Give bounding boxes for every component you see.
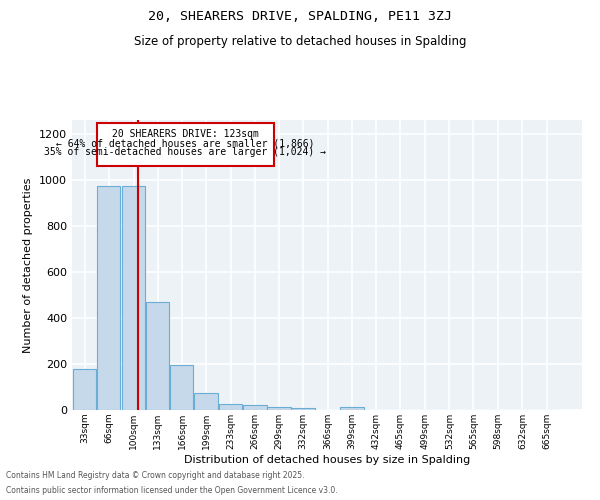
Text: ← 64% of detached houses are smaller (1,866): ← 64% of detached houses are smaller (1,… [56, 138, 314, 148]
Bar [146, 302, 169, 410]
Bar [122, 186, 145, 410]
X-axis label: Distribution of detached houses by size in Spalding: Distribution of detached houses by size … [184, 454, 470, 464]
Bar [340, 407, 364, 410]
Text: 20 SHEARERS DRIVE: 123sqm: 20 SHEARERS DRIVE: 123sqm [112, 129, 259, 139]
Bar [73, 368, 96, 410]
Text: Size of property relative to detached houses in Spalding: Size of property relative to detached ho… [134, 35, 466, 48]
Text: 35% of semi-detached houses are larger (1,024) →: 35% of semi-detached houses are larger (… [44, 147, 326, 157]
Bar [267, 406, 290, 410]
Bar [97, 186, 121, 410]
Y-axis label: Number of detached properties: Number of detached properties [23, 178, 34, 352]
Bar [243, 406, 266, 410]
Bar [194, 392, 218, 410]
Bar [170, 365, 193, 410]
Bar [219, 404, 242, 410]
Bar [291, 408, 315, 410]
FancyBboxPatch shape [97, 123, 274, 166]
Text: 20, SHEARERS DRIVE, SPALDING, PE11 3ZJ: 20, SHEARERS DRIVE, SPALDING, PE11 3ZJ [148, 10, 452, 23]
Text: Contains public sector information licensed under the Open Government Licence v3: Contains public sector information licen… [6, 486, 338, 495]
Text: Contains HM Land Registry data © Crown copyright and database right 2025.: Contains HM Land Registry data © Crown c… [6, 471, 305, 480]
